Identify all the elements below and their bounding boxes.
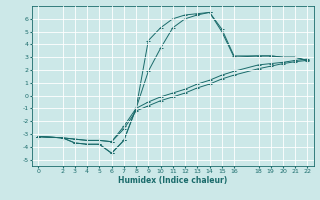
X-axis label: Humidex (Indice chaleur): Humidex (Indice chaleur) <box>118 176 228 185</box>
